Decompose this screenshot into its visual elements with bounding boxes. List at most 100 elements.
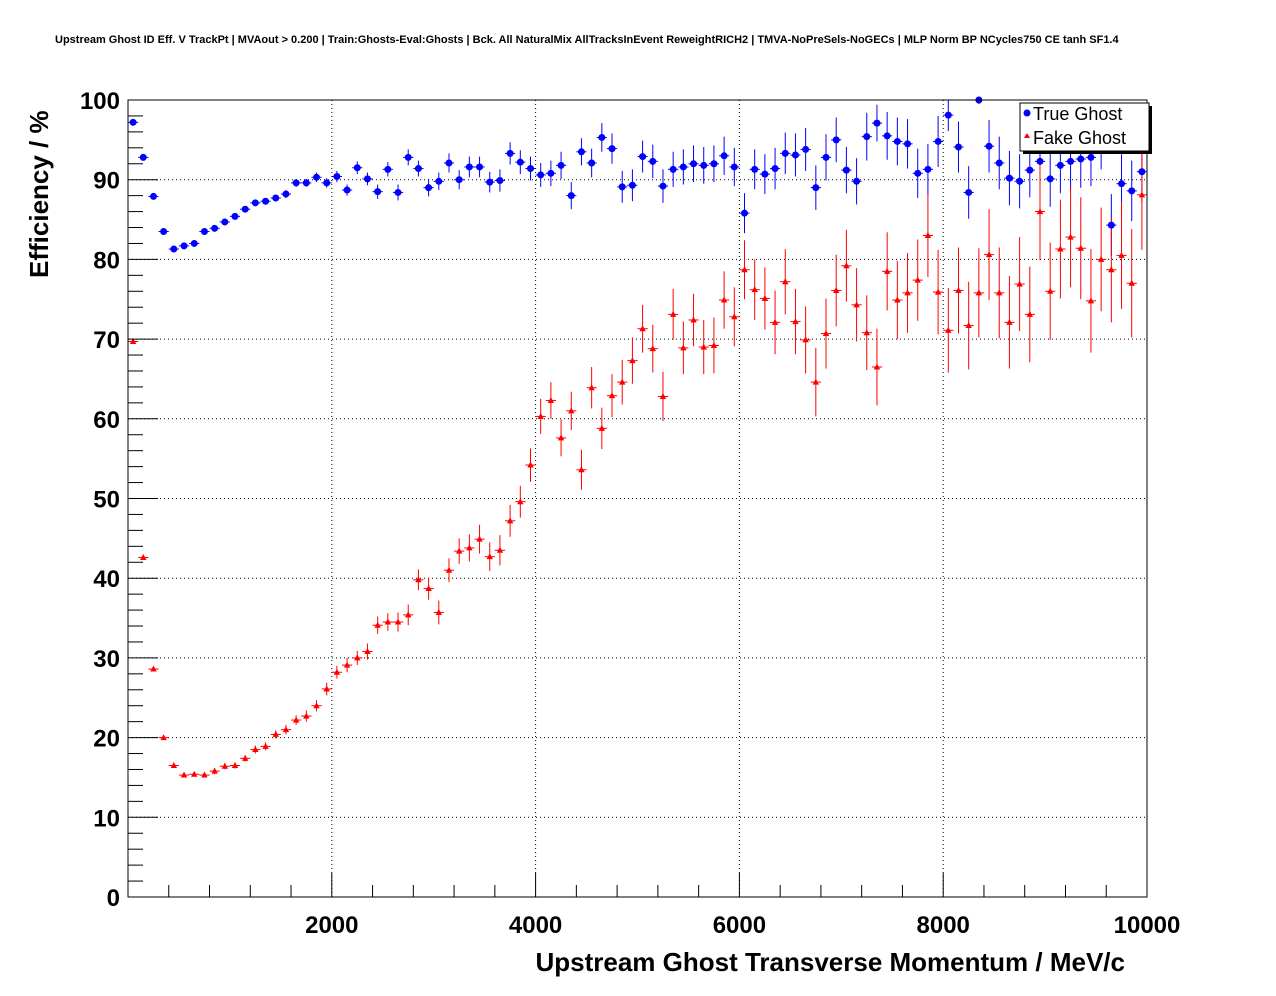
true-ghost-point [272,194,280,202]
fake-ghost-point [1077,244,1084,251]
true-ghost-point [598,133,606,141]
fake-ghost-point [252,746,259,753]
true-ghost-point [425,184,433,192]
legend-marker-fake-ghost [1024,133,1030,138]
fake-ghost-point [812,378,820,385]
fake-ghost-point [476,535,483,542]
fake-ghost-point [975,289,983,296]
fake-ghost-point [1087,297,1095,304]
fake-ghost-point [262,742,269,749]
fake-ghost-point [720,296,728,303]
fake-ghost-point [527,461,534,468]
fake-ghost-point [731,313,738,320]
fake-ghost-point [466,544,473,551]
true-ghost-point [190,239,198,247]
true-ghost-point [170,245,178,253]
true-ghost-point [954,143,962,151]
fake-ghost-point [191,770,198,777]
true-ghost-point [302,179,310,187]
fake-ghost-point [894,296,901,303]
fake-ghost-point [771,318,779,325]
fake-ghost-point [996,289,1003,296]
fake-ghost-point [333,668,341,675]
true-ghost-point [180,242,188,250]
y-tick-label: 100 [80,88,120,115]
true-ghost-point [333,173,341,181]
fake-ghost-point [517,498,524,505]
fake-ghost-point [211,767,218,774]
fake-ghost-point [1108,266,1115,273]
fake-ghost-point [904,289,911,296]
true-ghost-point [649,157,657,165]
true-ghost-point [292,179,300,187]
true-ghost-point [1016,177,1024,185]
fake-ghost-point [343,661,351,668]
fake-ghost-point [354,654,361,661]
y-tick-label: 50 [93,487,120,514]
true-ghost-point [139,153,147,161]
true-ghost-point [374,188,382,196]
true-ghost-point [690,160,698,168]
x-axis-label: Upstream Ghost Transverse Momentum / MeV… [535,947,1125,977]
legend-marker-true-ghost [1023,109,1031,117]
fake-ghost-point [313,702,320,709]
true-ghost-point [995,159,1003,167]
fake-ghost-point [629,357,636,364]
fake-ghost-point [945,326,952,333]
true-ghost-point [476,163,484,171]
fake-ghost-point [486,553,493,560]
fake-ghost-point [985,251,993,258]
fake-ghost-point [782,278,789,285]
true-ghost-point [832,136,840,144]
fake-ghost-point [588,384,595,391]
true-ghost-point [547,169,555,177]
fake-ghost-point [659,392,667,399]
fake-ghost-point [1026,310,1034,317]
true-ghost-point [863,133,871,141]
y-tick-label: 10 [93,805,120,832]
legend-label-true-ghost: True Ghost [1033,104,1122,124]
data-points [129,96,1146,778]
fake-ghost-point [883,267,891,274]
true-ghost-point [557,161,565,169]
true-ghost-point [924,165,932,173]
true-ghost-point [1067,157,1075,165]
fake-ghost-point [1118,251,1125,258]
true-ghost-point [1036,157,1044,165]
x-tick-label: 6000 [713,912,766,939]
true-ghost-point [394,188,402,196]
fake-ghost-point [221,762,229,769]
true-ghost-point [455,176,463,184]
fake-ghost-point [843,262,850,269]
x-tick-labels: 2000 4000 6000 8000 10000 [305,912,1180,939]
true-ghost-point [904,140,912,148]
fake-ghost-point [965,322,972,329]
fake-ghost-point [140,553,147,560]
true-ghost-point [791,151,799,159]
fake-ghost-point [802,336,809,343]
fake-ghost-point [1067,233,1074,240]
true-ghost-point [883,132,891,140]
true-ghost-point [761,170,769,178]
fake-ghost-point [955,286,962,293]
fake-ghost-point [639,325,646,332]
true-ghost-point [323,179,331,187]
fake-ghost-point [608,392,616,399]
error-bars [128,99,1147,778]
true-ghost-point [730,163,738,171]
true-ghost-point [1056,161,1064,169]
fake-ghost-point [1138,191,1146,198]
fake-ghost-point [231,761,239,768]
fake-ghost-point [201,771,208,778]
true-ghost-point [506,149,514,157]
fake-ghost-point [394,618,402,625]
true-ghost-point [221,218,229,226]
true-ghost-point [567,192,575,200]
fake-ghost-point [170,761,178,768]
true-ghost-point [679,163,687,171]
true-ghost-point [740,209,748,217]
fake-ghost-point [1006,318,1013,325]
fake-ghost-point [1057,245,1064,252]
true-ghost-point [822,153,830,161]
true-ghost-point [1138,168,1146,176]
